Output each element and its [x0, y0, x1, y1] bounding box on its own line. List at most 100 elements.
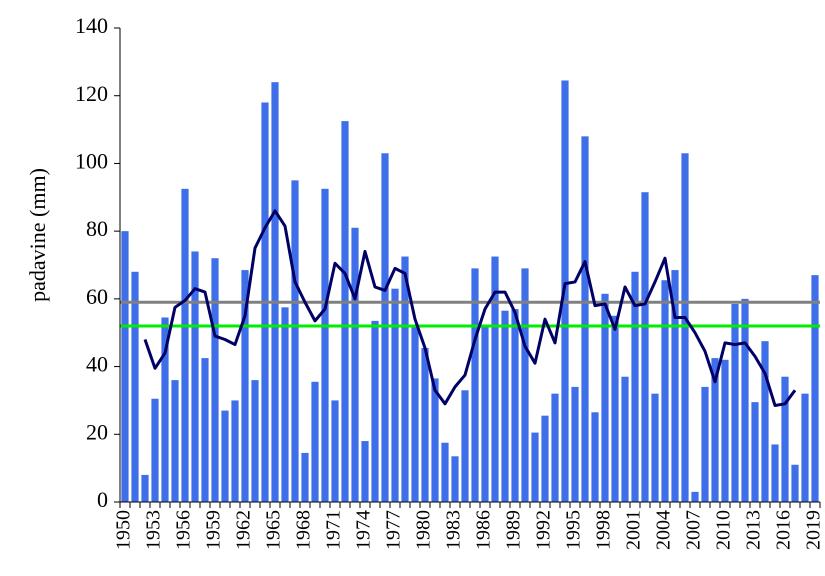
bar [471, 268, 479, 502]
bar [781, 376, 789, 502]
bar [411, 325, 419, 502]
bar [361, 441, 369, 502]
bar [651, 393, 659, 502]
x-tick-label: 1998 [593, 510, 615, 550]
bar [631, 271, 639, 502]
bar [571, 386, 579, 502]
x-tick-label: 2016 [773, 510, 795, 550]
bar [681, 153, 689, 502]
bar [331, 400, 339, 502]
x-tick-label: 2001 [623, 510, 645, 550]
y-tick-label: 140 [75, 13, 108, 38]
x-tick-label: 1980 [413, 510, 435, 550]
bar [601, 293, 609, 502]
bar [221, 410, 229, 502]
x-tick-label: 1953 [143, 510, 165, 550]
bar [751, 402, 759, 502]
bar [611, 315, 619, 502]
bar [451, 456, 459, 502]
x-tick-label: 1977 [383, 510, 405, 550]
y-tick-label: 80 [86, 216, 108, 241]
y-tick-label: 20 [86, 419, 108, 444]
bar [381, 153, 389, 502]
bar [421, 347, 429, 502]
bar [711, 358, 719, 502]
bar [551, 393, 559, 502]
bar [431, 378, 439, 502]
x-tick-label: 1968 [293, 510, 315, 550]
bar [701, 386, 709, 502]
y-tick-label: 100 [75, 148, 108, 173]
bar [201, 358, 209, 502]
y-tick-label: 60 [86, 284, 108, 309]
bar [371, 320, 379, 502]
bar [341, 121, 349, 502]
bar [521, 268, 529, 502]
x-tick-label: 1983 [443, 510, 465, 550]
bar [191, 251, 199, 502]
bar [401, 256, 409, 502]
x-tick-label: 1986 [473, 510, 495, 550]
bar [501, 310, 509, 502]
bar [131, 271, 139, 502]
x-tick-label: 1989 [503, 510, 525, 550]
x-tick-label: 2004 [653, 510, 675, 550]
bar [141, 474, 149, 502]
bar [481, 325, 489, 502]
y-tick-label: 40 [86, 352, 108, 377]
bar [761, 341, 769, 502]
y-tick-label: 0 [97, 487, 108, 512]
bar [721, 359, 729, 502]
x-tick-label: 1995 [563, 510, 585, 550]
x-tick-label: 2013 [743, 510, 765, 550]
bar [641, 192, 649, 502]
x-tick-label: 1992 [533, 510, 555, 550]
bar [741, 298, 749, 502]
bar [151, 398, 159, 502]
x-tick-label: 1959 [203, 510, 225, 550]
bar [461, 390, 469, 502]
x-tick-label: 2019 [803, 510, 825, 550]
bar [691, 491, 699, 502]
bar [671, 270, 679, 502]
bar [171, 380, 179, 502]
bar [591, 412, 599, 502]
bar [281, 307, 289, 502]
bar [181, 188, 189, 503]
x-tick-label: 1950 [113, 510, 135, 550]
bar [441, 442, 449, 502]
bar [811, 275, 819, 502]
bar [791, 464, 799, 502]
bar [391, 288, 399, 502]
bar [621, 376, 629, 502]
bar [731, 303, 739, 502]
bar [161, 317, 169, 502]
bar [491, 256, 499, 502]
bar [311, 381, 319, 502]
bar [241, 270, 249, 502]
bar [121, 231, 129, 502]
bar [351, 227, 359, 502]
moving-average-line [143, 209, 797, 408]
bar [801, 393, 809, 502]
x-tick-label: 1965 [263, 510, 285, 550]
y-tick-label: 120 [75, 81, 108, 106]
bar [301, 452, 309, 502]
x-tick-label: 1962 [233, 510, 255, 550]
bar [251, 380, 259, 502]
bar [541, 415, 549, 502]
bar [771, 444, 779, 502]
bar [231, 400, 239, 502]
x-tick-label: 2007 [683, 510, 705, 550]
bar [581, 136, 589, 503]
x-tick-label: 1971 [323, 510, 345, 550]
bar [531, 432, 539, 502]
x-tick-label: 2010 [713, 510, 735, 550]
bar [271, 82, 279, 503]
bar [321, 188, 329, 503]
y-axis-label: padavine (mm) [25, 168, 50, 302]
bar [211, 258, 219, 502]
bar [661, 280, 669, 502]
x-tick-label: 1956 [173, 510, 195, 550]
